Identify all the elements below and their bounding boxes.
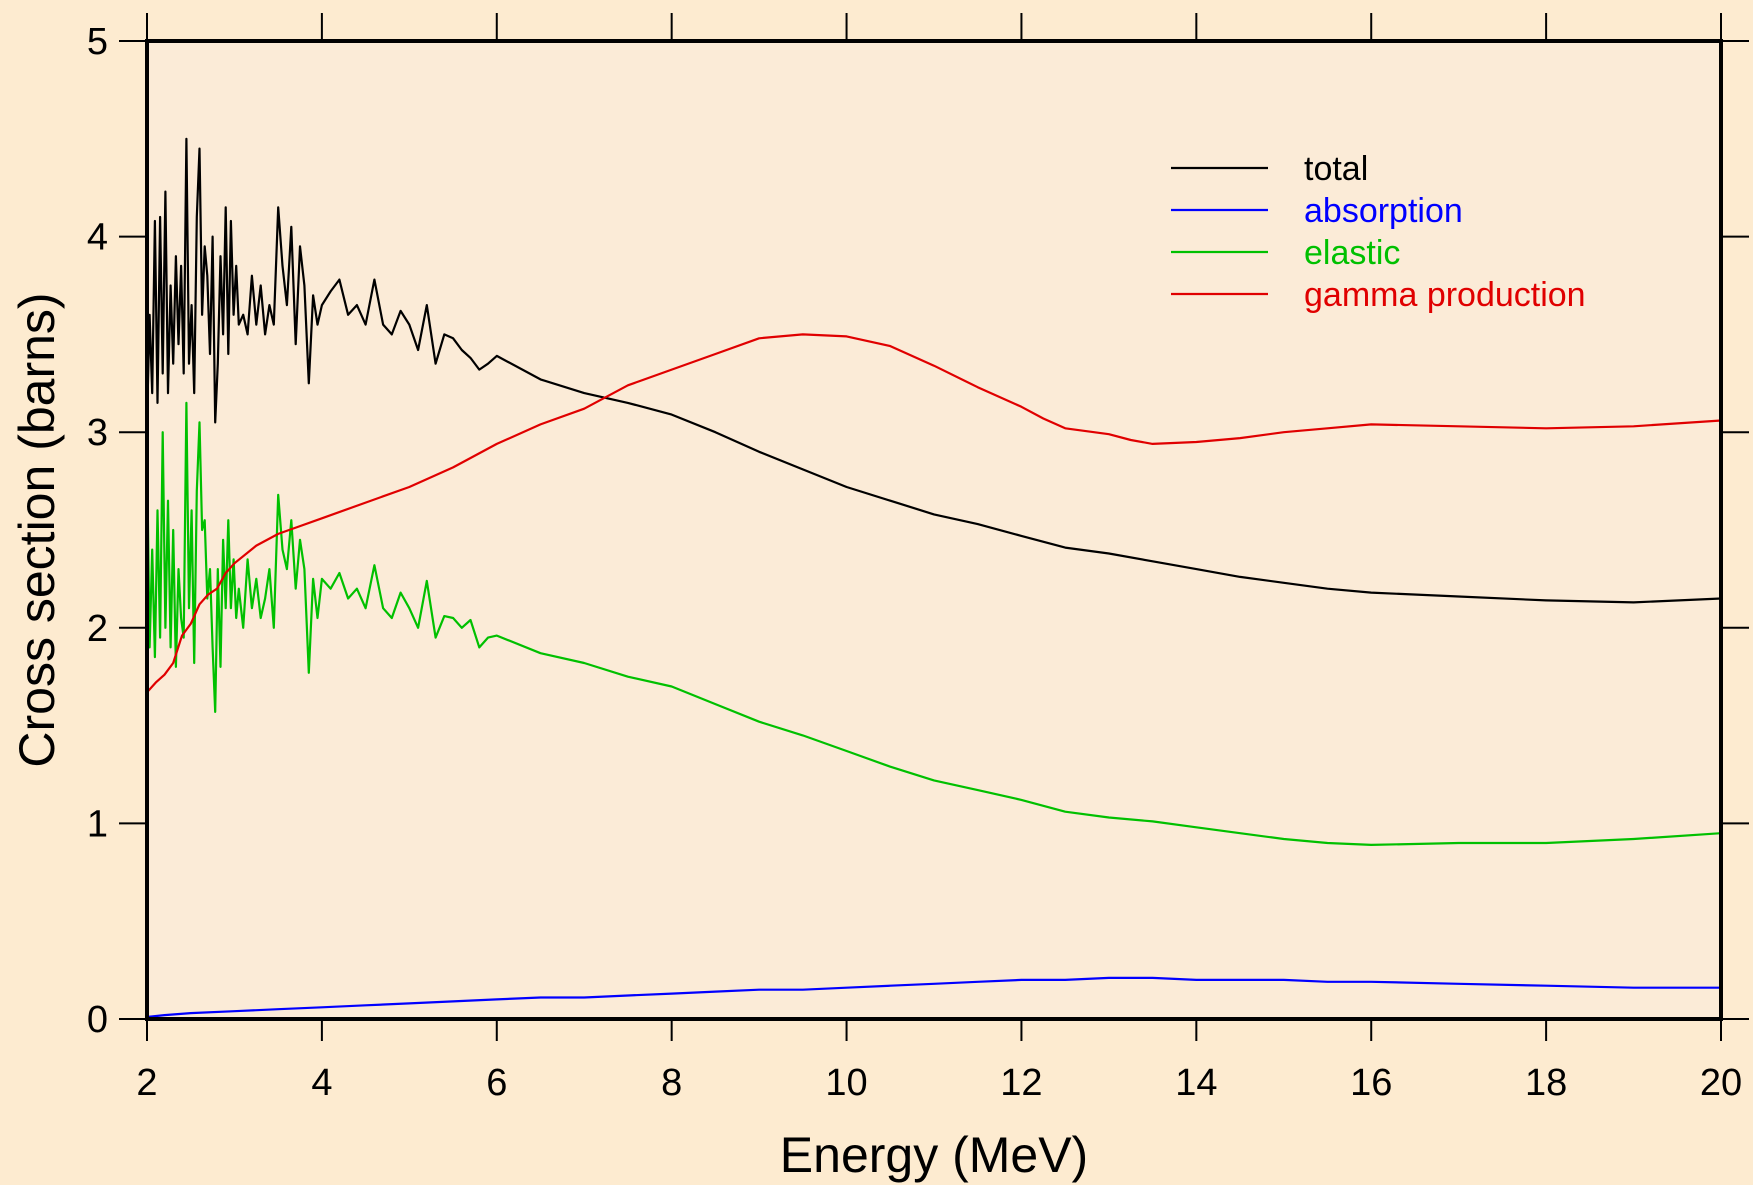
plot-frame bbox=[145, 39, 1723, 1021]
y-axis-title: Cross section (barns) bbox=[9, 292, 65, 767]
series-line-elastic bbox=[145, 401, 1722, 846]
series-line-total bbox=[145, 137, 1722, 604]
series-layer bbox=[145, 137, 1722, 1019]
legend: total absorption elastic gamma production bbox=[1171, 150, 1586, 314]
series-line-absorption bbox=[146, 976, 1721, 1019]
y-tick-label: 1 bbox=[87, 803, 108, 845]
y-tick-label: 5 bbox=[87, 21, 108, 63]
x-tick-label: 18 bbox=[1525, 1062, 1567, 1104]
x-tick-label: 16 bbox=[1350, 1062, 1392, 1104]
series-line-gamma-production bbox=[146, 333, 1722, 694]
y-tick-label: 4 bbox=[87, 217, 108, 259]
y-tick-label: 2 bbox=[87, 608, 108, 650]
x-tick-label: 10 bbox=[825, 1062, 867, 1104]
x-tick-label: 20 bbox=[1700, 1062, 1742, 1104]
x-tick-label: 14 bbox=[1175, 1062, 1217, 1104]
x-tick-label: 6 bbox=[486, 1062, 507, 1104]
x-tick-label: 8 bbox=[661, 1062, 682, 1104]
legend-label-gamma-production: gamma production bbox=[1304, 276, 1586, 314]
x-tick-label: 2 bbox=[136, 1062, 157, 1104]
x-tick-label: 12 bbox=[1000, 1062, 1042, 1104]
x-axis-title: Energy (MeV) bbox=[780, 1127, 1088, 1183]
x-tick-label: 4 bbox=[311, 1062, 332, 1104]
y-tick-label: 0 bbox=[87, 999, 108, 1041]
plot-area-background bbox=[147, 41, 1721, 1019]
legend-label-absorption: absorption bbox=[1304, 192, 1463, 230]
legend-label-elastic: elastic bbox=[1304, 234, 1400, 272]
legend-label-total: total bbox=[1304, 150, 1368, 188]
y-tick-label: 3 bbox=[87, 412, 108, 454]
